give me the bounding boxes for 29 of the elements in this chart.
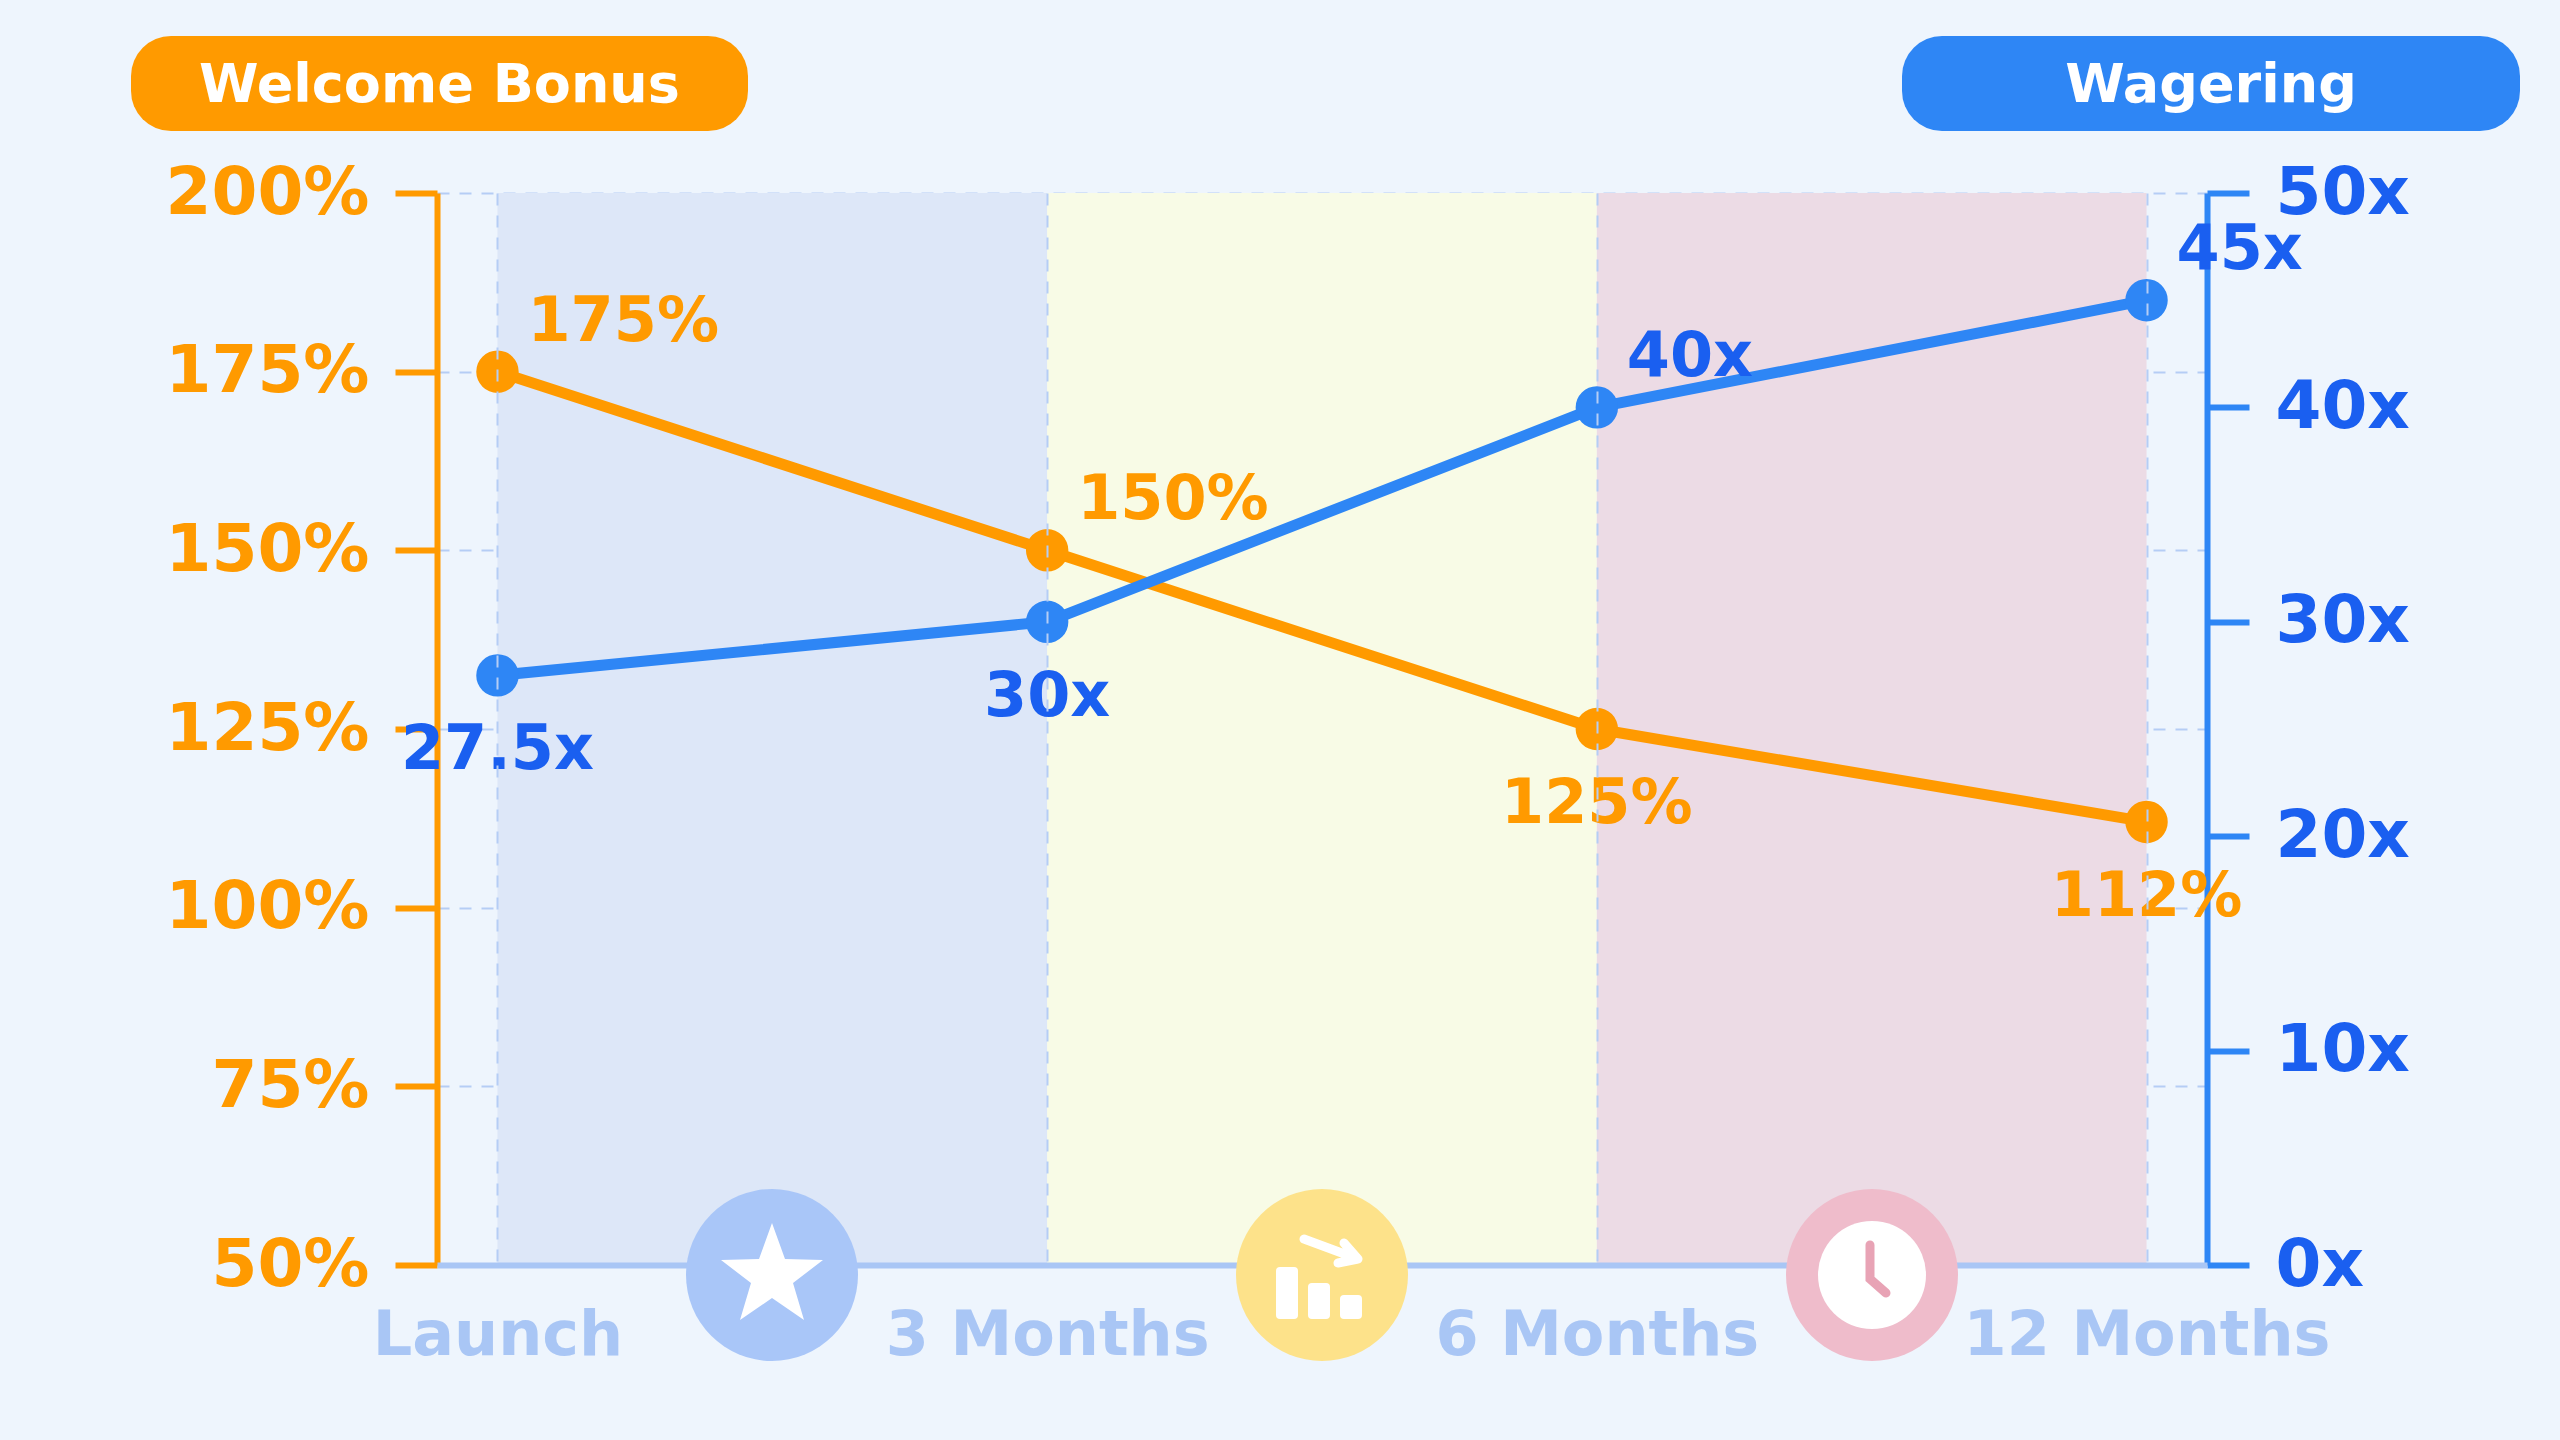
x-tick-label: 3 Months xyxy=(885,1296,1210,1370)
point xyxy=(1575,386,1619,429)
data-label: 125% xyxy=(1501,765,1693,838)
point xyxy=(1575,707,1619,751)
y-tick-label: 50% xyxy=(211,1224,370,1302)
y2-axis-title: Wagering xyxy=(1902,36,2520,131)
y-tick-label: 75% xyxy=(211,1045,370,1123)
point xyxy=(2125,279,2168,322)
y2-tick-label: 30x xyxy=(2275,581,2410,659)
y-tick-label: 150% xyxy=(165,509,370,587)
y2-tick-label: 10x xyxy=(2275,1010,2410,1088)
data-label: 175% xyxy=(527,282,720,356)
y-axis-title: Welcome Bonus xyxy=(131,36,748,131)
data-label: 30x xyxy=(984,657,1111,731)
point xyxy=(1025,600,1069,643)
data-label: 150% xyxy=(1077,461,1269,535)
data-label: 40x xyxy=(1626,318,1754,392)
point xyxy=(1025,529,1069,572)
point xyxy=(476,350,519,393)
y2-tick-label: 20x xyxy=(2275,795,2410,873)
point xyxy=(476,654,519,697)
x-tick-label: Launch xyxy=(372,1296,624,1370)
y2-tick-label: 40x xyxy=(2275,366,2410,444)
point xyxy=(2125,800,2168,844)
y-tick-label: 175% xyxy=(165,331,370,409)
y-tick-label: 200% xyxy=(165,152,370,230)
y-tick-label: 125% xyxy=(165,688,370,766)
x-tick-label: 6 Months xyxy=(1435,1296,1760,1370)
y-tick-label: 100% xyxy=(165,867,370,945)
